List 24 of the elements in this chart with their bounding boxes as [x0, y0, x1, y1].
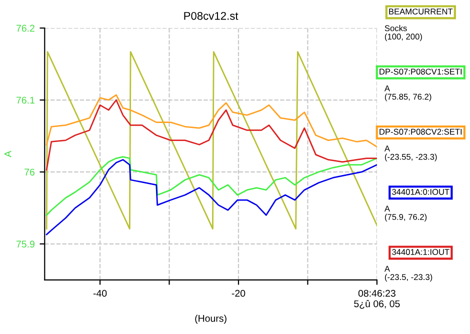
x-axis-title: (Hours): [195, 314, 226, 324]
line-series: [46, 94, 377, 148]
text: A (75.85, 76.2): [384, 85, 432, 102]
chart-title: P08cv12.st: [184, 12, 238, 20]
text: 34401A:0:IOUT: [392, 188, 450, 195]
text: DP-S07:P08CV1:SETI: [380, 68, 462, 75]
y-tick-label: 76: [24, 168, 34, 176]
series-label: DP-S07:P08CV2:SETI: [380, 128, 462, 135]
text: Socks (100, 200): [384, 25, 422, 42]
y-tick-label: 76.2: [16, 24, 34, 32]
text: BEAMCURRENT: [389, 8, 453, 14]
y-tick-label: 76.1: [16, 96, 34, 104]
line-series: [46, 156, 377, 216]
y-axis-title: A: [4, 150, 12, 158]
x-tick-label: -20: [232, 290, 246, 297]
x-tick-label: 08:46:23 5¿û 06, 05: [354, 290, 400, 309]
x-tick-label: -40: [93, 290, 107, 297]
y-tick-label: 75.9: [16, 240, 34, 248]
text: A (-23.5, -23.3): [384, 266, 432, 282]
line-series: [46, 159, 377, 236]
text: A (-23.55, -23.3): [384, 146, 437, 162]
text: 34401A:1:IOUT: [392, 249, 450, 255]
text: A (75.9, 76.2): [384, 206, 427, 222]
line-series: [46, 99, 377, 170]
